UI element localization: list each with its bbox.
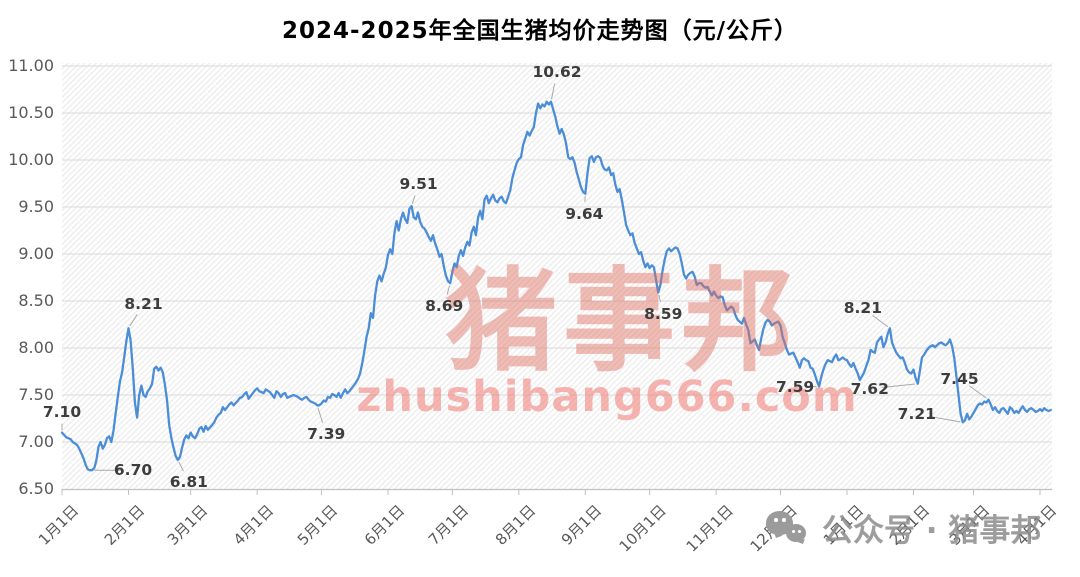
data-point-label: 7.10 xyxy=(42,402,82,421)
annotation-leader-line xyxy=(872,315,889,328)
y-axis-tick-label: 7.50 xyxy=(18,385,54,404)
data-point-label: 6.70 xyxy=(113,461,153,480)
data-point-label: 10.62 xyxy=(532,62,582,81)
annotation-leader-line xyxy=(178,461,184,472)
annotation-leader-line xyxy=(551,83,556,100)
site-watermark: zhushibang666.com xyxy=(356,372,858,422)
brand-watermark: 猪事邦 xyxy=(445,257,799,387)
y-axis-tick-label: 8.50 xyxy=(18,291,54,310)
y-axis-tick-label: 10.00 xyxy=(8,150,54,169)
annotation-leader-line xyxy=(129,314,138,327)
annotation-leader-line xyxy=(881,383,916,388)
wechat-account-watermark: 公众号 · 猪事邦 xyxy=(766,509,1041,553)
data-point-label: 7.39 xyxy=(307,425,346,444)
data-point-label: 7.21 xyxy=(897,405,936,424)
y-axis-tick-label: 11.00 xyxy=(8,56,54,75)
wechat-icon xyxy=(766,509,812,553)
data-point-label: 6.81 xyxy=(169,472,208,491)
data-point-label: 7.59 xyxy=(775,377,815,396)
data-point-label: 7.62 xyxy=(850,379,889,398)
annotation-leader-line xyxy=(317,407,324,424)
data-point-label: 8.59 xyxy=(644,304,683,323)
price-series-line xyxy=(60,100,1052,472)
annotation-leader-line xyxy=(928,415,961,423)
y-axis-tick-label: 6.50 xyxy=(18,479,54,498)
data-point-label: 7.45 xyxy=(940,369,979,388)
data-point-label: 8.21 xyxy=(124,295,163,314)
y-axis-tick-label: 9.00 xyxy=(18,244,54,263)
plot-area-hatch xyxy=(62,63,1052,489)
annotation-leader-line xyxy=(658,294,661,302)
data-point-label: 8.21 xyxy=(843,299,882,318)
data-point-label: 8.69 xyxy=(425,297,464,316)
annotation-leader-line xyxy=(968,385,987,399)
annotation-leader-line xyxy=(411,195,416,204)
chart-title: 2024-2025年全国生猪均价走势图（元/公斤） xyxy=(282,18,798,44)
y-axis-tick-label: 9.50 xyxy=(18,197,54,216)
annotation-leader-line xyxy=(446,285,451,295)
y-axis-tick-label: 7.00 xyxy=(18,432,54,451)
y-axis-tick-label: 10.50 xyxy=(8,103,54,122)
data-point-label: 9.64 xyxy=(565,204,604,223)
y-axis-tick-label: 8.00 xyxy=(18,338,54,357)
wechat-account-label: 公众号 · 猪事邦 xyxy=(822,513,1042,549)
data-point-label: 9.51 xyxy=(399,175,438,194)
